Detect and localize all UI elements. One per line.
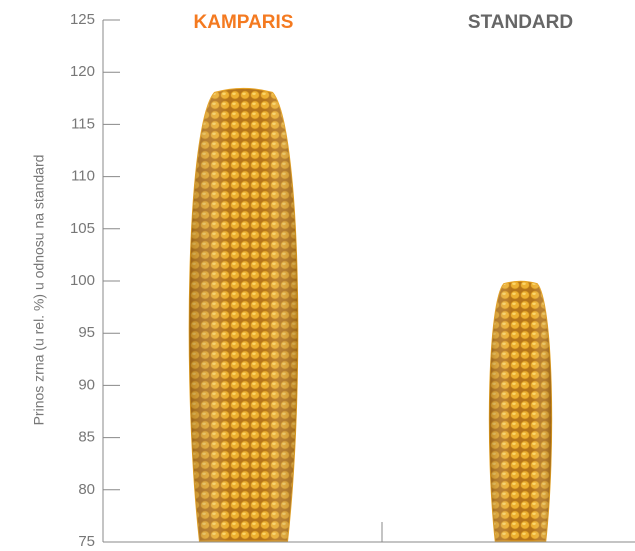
cob-shading [189,88,298,541]
y-tick-label: 110 [71,168,95,185]
y-axis-label: Prinos zrna (u rel. %) u odnosu na stand… [31,155,47,426]
cob-shading [489,281,551,541]
y-tick-label: 115 [71,115,95,132]
y-tick-label: 90 [78,376,95,393]
category-label: STANDARD [468,12,573,33]
y-tick-label: 125 [70,11,95,28]
y-tick-label: 75 [78,533,95,546]
y-tick-label: 105 [70,220,95,237]
y-tick-label: 120 [70,63,95,80]
y-tick-label: 85 [78,429,95,446]
y-tick-label: 95 [78,324,95,341]
category-label: KAMPARIS [194,12,294,33]
y-tick-label: 80 [78,481,95,498]
chart: Prinos zrna (u rel. %) u odnosu na stand… [0,0,635,546]
y-tick-label: 100 [70,272,95,289]
